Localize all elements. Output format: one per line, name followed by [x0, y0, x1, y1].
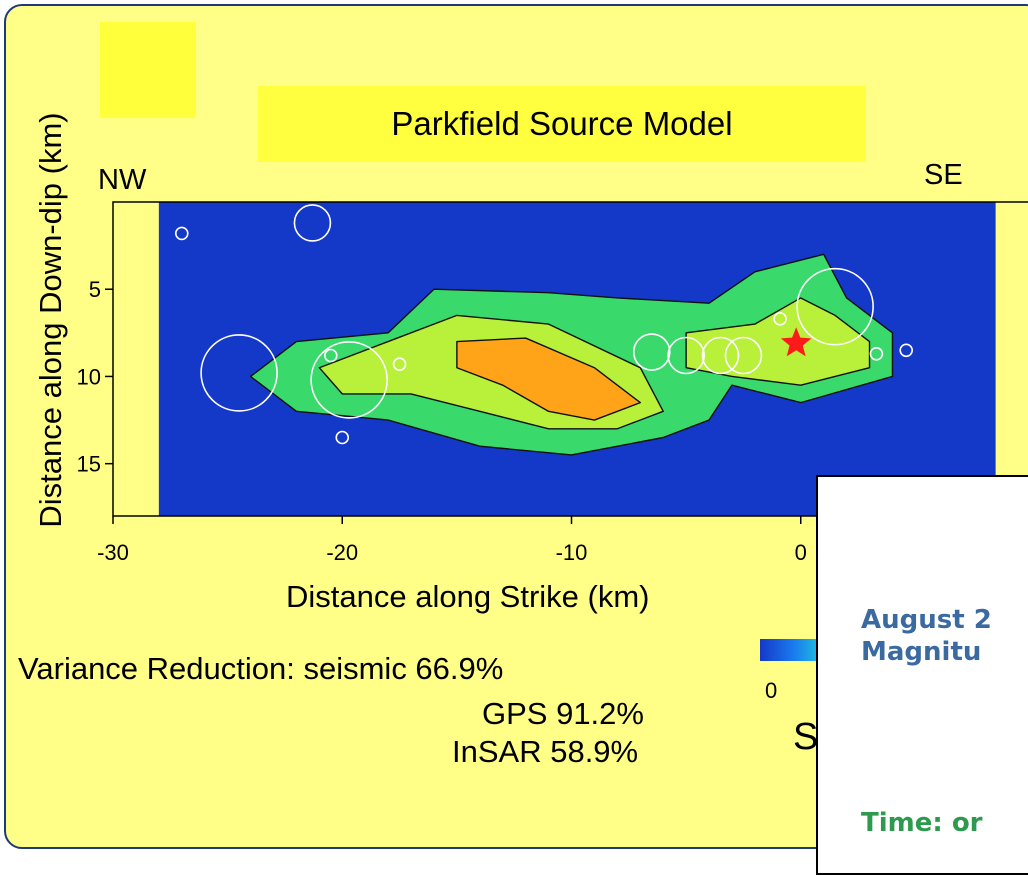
- aftershock-layer: [174, 204, 914, 445]
- aftershock-circle: [724, 336, 763, 375]
- x-tick-label: -30: [97, 540, 129, 565]
- x-tick-label: -10: [556, 540, 588, 565]
- variance-seismic: Variance Reduction: seismic 66.9%: [18, 651, 504, 686]
- slide-title: Parkfield Source Model: [391, 105, 733, 142]
- aftershock-circle: [773, 312, 787, 326]
- event-date: August 2: [861, 605, 992, 635]
- slip-patch-medium: [685, 297, 871, 386]
- x-tick-label: 0: [795, 540, 807, 565]
- aftershock-circle: [392, 357, 407, 372]
- title-banner: [258, 86, 866, 162]
- aftershock-circle: [200, 334, 278, 412]
- event-magnitude: Magnitu: [861, 637, 982, 667]
- nw-label: NW: [98, 164, 147, 196]
- slip-model-chart: -30 -20 -10 0 5 10 15: [77, 201, 1028, 661]
- variance-gps: GPS 91.2%: [482, 696, 644, 731]
- event-info-panel: [816, 475, 1028, 875]
- se-label: SE: [924, 159, 963, 191]
- colorbar-title-partial: S: [793, 716, 819, 758]
- axes: -30 -20 -10 0 5 10 15: [77, 201, 1028, 565]
- aftershock-circle: [310, 341, 388, 419]
- aftershock-circle: [701, 336, 740, 375]
- variance-insar: InSAR 58.9%: [452, 734, 639, 769]
- aftershock-circle: [323, 348, 338, 363]
- slip-distribution: [249, 253, 894, 456]
- x-tick-label: -20: [326, 540, 358, 565]
- slip-patch-high: [456, 337, 641, 421]
- colorbar-min-label: 0: [765, 678, 778, 703]
- y-tick-label: 5: [89, 277, 101, 302]
- aftershock-circle: [899, 343, 914, 358]
- hypocenter-star: [780, 327, 812, 357]
- aftershock-circle: [335, 430, 350, 445]
- aftershock-circle: [293, 204, 332, 242]
- aftershock-circle: [796, 267, 874, 346]
- aftershock-circle: [174, 226, 189, 241]
- aftershock-circle: [632, 333, 671, 371]
- y-tick-label: 15: [77, 452, 101, 477]
- aftershock-circle: [869, 346, 884, 361]
- event-time: Time: or: [861, 808, 983, 838]
- decorative-square: [100, 22, 196, 118]
- x-axis-label: Distance along Strike (km): [286, 579, 650, 614]
- y-tick-label: 10: [77, 364, 101, 389]
- aftershock-circle: [667, 336, 705, 375]
